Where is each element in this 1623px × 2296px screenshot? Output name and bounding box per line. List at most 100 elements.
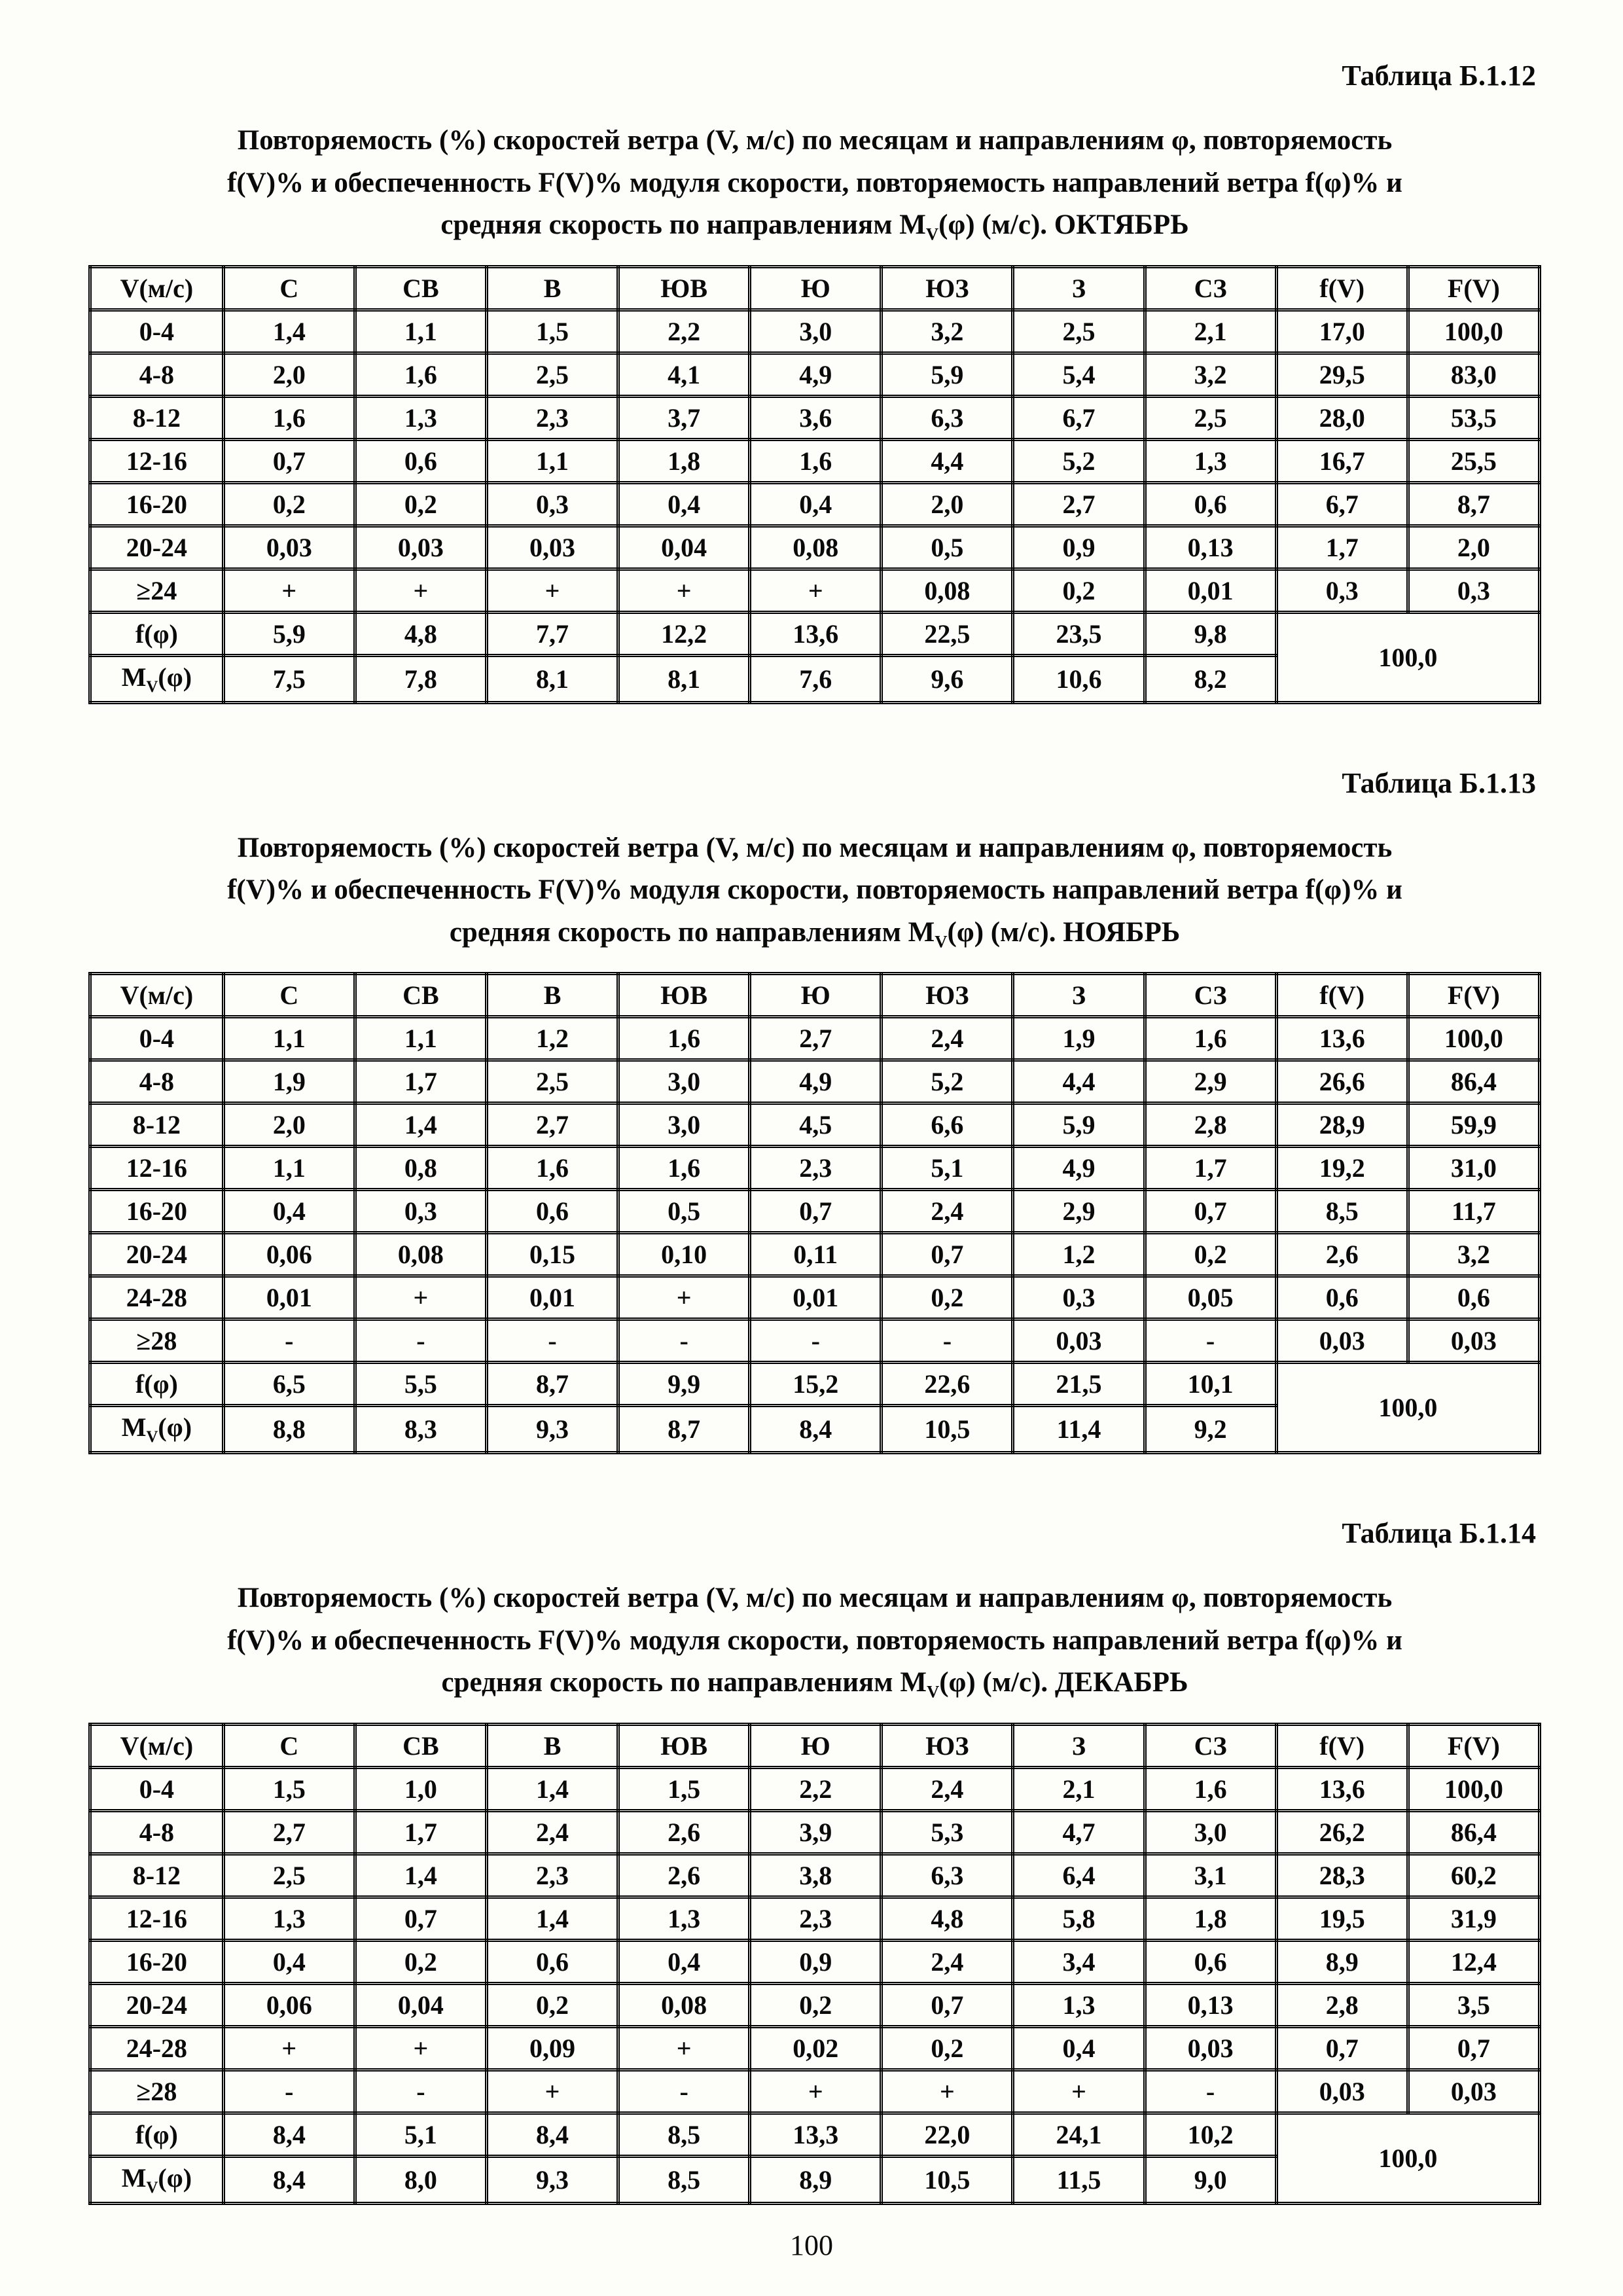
column-header: ЮВ: [616, 972, 752, 1019]
cell-value: 0,4: [616, 1938, 752, 1985]
table-row: 16-20 0,2 0,2 0,3 0,4 0,4 2,0 2,7 0,6 6,7 8,7: [88, 480, 1542, 528]
cell-value: 1,6: [1143, 1015, 1278, 1062]
table-row: ≥24 + + + + +0,08 0,2 0,01 0,3 0,3: [88, 567, 1542, 614]
cell-value: 0,06: [221, 1981, 357, 2028]
cell-value: 13,3: [748, 2111, 883, 2158]
summary-row: f(φ) 5,9 4,8 7,7 12,2 13,6 22,5 23,5 9,8 100,0: [88, 610, 1542, 704]
column-header: f(V): [1274, 972, 1410, 1019]
cell-value: 1,3: [221, 1895, 357, 1942]
row-label: MV(φ): [88, 2154, 225, 2205]
cell-value: 4,4: [880, 437, 1015, 484]
cell-value: 5,9: [221, 610, 357, 657]
cell-value: 2,6: [1274, 1231, 1410, 1278]
cell-value: 2,5: [484, 351, 620, 398]
cell-value: 3,6: [748, 394, 883, 441]
column-header: В: [484, 264, 620, 312]
cell-value: 6,7: [1011, 394, 1147, 441]
cell-value: -: [353, 1318, 488, 1365]
cell-value: 8,7: [1406, 480, 1542, 528]
cell-value: 2,7: [484, 1102, 620, 1149]
cell-value: 3,2: [880, 308, 1015, 355]
cell-value: 0,2: [1143, 1231, 1278, 1278]
cell-value: 2,5: [484, 1058, 620, 1105]
cell-value: 0,3: [484, 480, 620, 528]
cell-value: 0,5: [616, 1188, 752, 1235]
cell-value: 3,5: [1406, 1981, 1542, 2028]
cell-value: 11,4: [1011, 1404, 1147, 1455]
cell-value: 13,6: [748, 610, 883, 657]
cell-value: 2,9: [1143, 1058, 1278, 1105]
table-row: 8-12 2,5 1,4 2,3 2,6 3,8 6,3 6,4 3,1 28,3 60,2: [88, 1852, 1542, 1899]
cell-value: 0,4: [748, 480, 883, 528]
cell-value: 8,4: [221, 2111, 357, 2158]
row-label: 24-28: [88, 2024, 225, 2072]
column-header: З: [1011, 264, 1147, 312]
cell-value: -: [616, 2068, 752, 2115]
table-row: 12-16 1,1 0,8 1,6 1,6 2,3 5,1 4,9 1,7 19,2 31,0: [88, 1145, 1542, 1192]
row-label: 16-20: [88, 1188, 225, 1235]
cell-value: 4,8: [353, 610, 488, 657]
row-label: 20-24: [88, 1981, 225, 2028]
cell-value: 23,5: [1011, 610, 1147, 657]
cell-value: 5,1: [353, 2111, 488, 2158]
column-header: В: [484, 1722, 620, 1769]
cell-value: 2,4: [880, 1188, 1015, 1235]
cell-value: -: [221, 2068, 357, 2115]
cell-value: 13,6: [1274, 1765, 1410, 1812]
cell-value: 1,5: [221, 1765, 357, 1812]
cell-value: 60,2: [1406, 1852, 1542, 1899]
cell-value: 0,11: [748, 1231, 883, 1278]
cell-value: 0,2: [353, 480, 488, 528]
row-label: ≥28: [88, 1318, 225, 1365]
cell-value: +: [484, 567, 620, 614]
cell-value: 83,0: [1406, 351, 1542, 398]
cell-value: 17,0: [1274, 308, 1410, 355]
cell-value: 22,6: [880, 1361, 1015, 1408]
cell-value: 1,6: [484, 1145, 620, 1192]
cell-value: 0,01: [748, 1274, 883, 1321]
cell-value: 6,7: [1274, 480, 1410, 528]
column-header: V(м/с): [88, 972, 225, 1019]
cell-value: 6,5: [221, 1361, 357, 1408]
table-row: 0-4 1,1 1,1 1,2 1,6 2,7 2,4 1,9 1,6 13,6 100,0: [88, 1015, 1542, 1062]
cell-value: 8,1: [616, 653, 752, 704]
cell-value: 22,5: [880, 610, 1015, 657]
cell-value: 1,3: [353, 394, 488, 441]
table-row: 12-16 0,7 0,6 1,1 1,8 1,6 4,4 5,2 1,3 16,7 25,5: [88, 437, 1542, 484]
table-caption: Таблица Б.1.14: [1342, 1517, 1536, 1550]
cell-value: 2,3: [748, 1145, 883, 1192]
cell-value: 2,2: [748, 1765, 883, 1812]
table-section-december: Таблица Б.1.14 Повторяемость (%) скорост…: [88, 1516, 1542, 2205]
cell-value: 1,3: [1143, 437, 1278, 484]
cell-value: 6,6: [880, 1102, 1015, 1149]
table-row: 4-8 2,0 1,6 2,5 4,1 4,9 5,9 5,4 3,2 29,5 83,0: [88, 351, 1542, 398]
cell-value: +: [353, 1274, 488, 1321]
cell-value: -: [880, 1318, 1015, 1365]
cell-value: 0,4: [221, 1938, 357, 1985]
cell-value: 1,6: [616, 1015, 752, 1062]
table-row: 20-24 0,03 0,03 0,03 0,04 0,08 0,5 0,9 0,13 1,7 2,…: [88, 524, 1542, 571]
column-header: СВ: [353, 264, 488, 312]
table-row: 20-24 0,06 0,04 0,2 0,08 0,2 0,7 1,3 0,13 2,8 3,5: [88, 1981, 1542, 2028]
title-line: Повторяемость (%) скоростей ветра (V, м/…: [237, 125, 1393, 156]
cell-value: 2,4: [880, 1765, 1015, 1812]
table-caption: Таблица Б.1.12: [1342, 60, 1536, 92]
cell-value: 100,0: [1406, 1765, 1542, 1812]
cell-value: 2,6: [616, 1852, 752, 1899]
cell-value: +: [880, 2068, 1015, 2115]
column-header: f(V): [1274, 1722, 1410, 1769]
cell-value: 1,3: [1011, 1981, 1147, 2028]
cell-value: 0,7: [221, 437, 357, 484]
cell-value: 0,6: [1143, 1938, 1278, 1985]
row-label: 4-8: [88, 1808, 225, 1856]
cell-value: 9,0: [1143, 2154, 1278, 2205]
cell-value: 5,1: [880, 1145, 1015, 1192]
cell-value: 0,2: [484, 1981, 620, 2028]
cell-value: 8,0: [353, 2154, 488, 2205]
title-line: Повторяемость (%) скоростей ветра (V, м/…: [237, 832, 1393, 863]
cell-value: 3,0: [616, 1102, 752, 1149]
cell-value: 8,2: [1143, 653, 1278, 704]
cell-value: +: [221, 2024, 357, 2072]
column-header: З: [1011, 972, 1147, 1019]
cell-value: 2,0: [221, 351, 357, 398]
